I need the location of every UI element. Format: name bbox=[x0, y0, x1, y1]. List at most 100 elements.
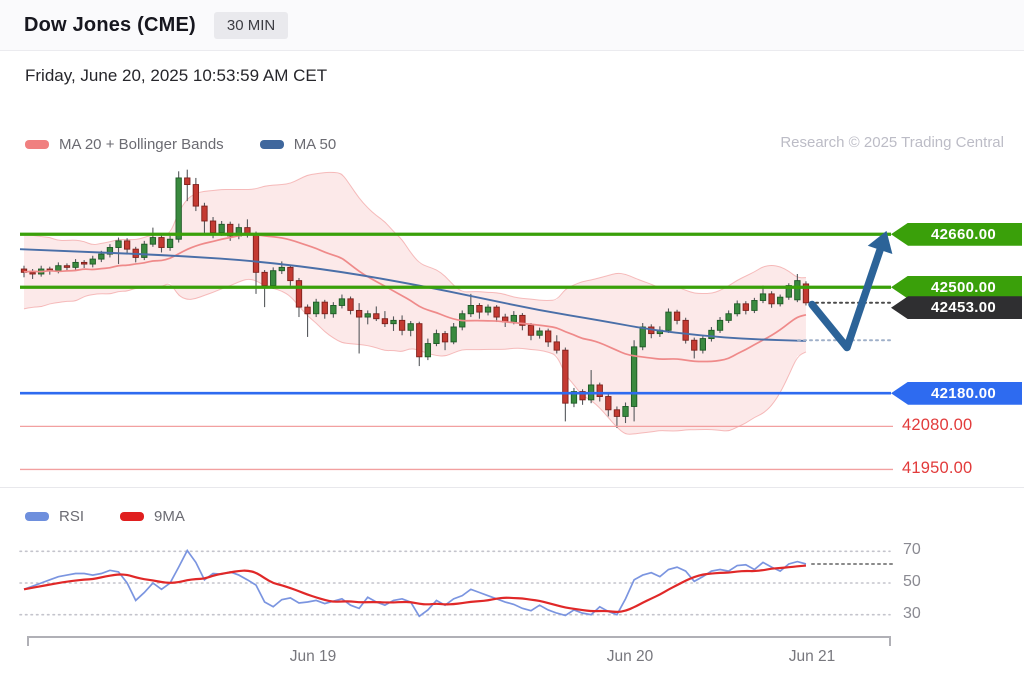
app-header: Dow Jones (CME) 30 MIN bbox=[0, 0, 1024, 51]
candle-up bbox=[734, 303, 741, 315]
research-credit: Research © 2025 Trading Central bbox=[780, 134, 1004, 151]
candle-down bbox=[381, 318, 389, 325]
price-badge-42453.00: 42453.00 bbox=[891, 296, 1022, 320]
candle-down bbox=[527, 324, 535, 336]
candle-up bbox=[570, 391, 578, 404]
candle-down bbox=[742, 303, 749, 311]
main-chart-legend: MA 20 + Bollinger Bands MA 50 bbox=[25, 136, 336, 153]
candle-up bbox=[115, 240, 122, 248]
ma50-line bbox=[19, 248, 807, 342]
rsi-line bbox=[23, 548, 807, 618]
candle-down bbox=[227, 223, 234, 237]
candle-up bbox=[364, 313, 371, 318]
ma50-label: MA 50 bbox=[293, 136, 337, 153]
candle-up bbox=[622, 406, 629, 417]
candle-up bbox=[630, 346, 638, 407]
candle-up bbox=[725, 313, 732, 321]
candle-down bbox=[158, 237, 165, 248]
candle-up bbox=[106, 247, 114, 255]
ma20-bollinger-label: MA 20 + Bollinger Bands bbox=[59, 136, 224, 153]
candle-up bbox=[450, 326, 457, 343]
candle-down bbox=[579, 391, 586, 401]
candle-up bbox=[424, 343, 432, 358]
arrow-head bbox=[867, 230, 893, 255]
rsi-panel bbox=[19, 548, 894, 618]
candle-up bbox=[510, 314, 517, 323]
panel-divider bbox=[0, 487, 1024, 488]
candle-up bbox=[98, 253, 105, 260]
candle-up bbox=[759, 293, 767, 301]
candle-down bbox=[321, 301, 328, 315]
candle-up bbox=[338, 298, 346, 306]
candle-down bbox=[20, 268, 28, 273]
rsi-legend: RSI 9MA bbox=[25, 508, 185, 525]
price-badge-42660.00: 42660.00 bbox=[891, 222, 1022, 246]
timeframe-badge[interactable]: 30 MIN bbox=[213, 11, 289, 39]
candle-up bbox=[390, 319, 397, 325]
x-axis bbox=[27, 636, 891, 646]
candle-up bbox=[467, 305, 474, 315]
candle-up bbox=[313, 301, 320, 315]
candle-up bbox=[536, 330, 543, 336]
rsi-swatch bbox=[25, 512, 49, 521]
candle-down bbox=[347, 298, 354, 311]
candle-up bbox=[433, 333, 440, 344]
candle-up bbox=[639, 326, 646, 348]
candle-up bbox=[751, 300, 758, 311]
candle-down bbox=[613, 409, 621, 417]
candle-down bbox=[201, 205, 208, 222]
candle-down bbox=[63, 265, 71, 268]
candle-down bbox=[596, 384, 603, 397]
candle-up bbox=[55, 265, 62, 272]
candle-down bbox=[562, 349, 569, 404]
candle-up bbox=[149, 237, 157, 245]
candle-down bbox=[476, 305, 483, 313]
candle-down bbox=[123, 240, 131, 250]
candle-down bbox=[355, 309, 363, 318]
candle-up bbox=[89, 258, 96, 265]
candle-down bbox=[682, 319, 689, 341]
candle-down bbox=[545, 330, 552, 343]
candle-down bbox=[398, 319, 406, 331]
rsi-tick-50: 50 bbox=[903, 573, 921, 590]
candle-down bbox=[768, 293, 775, 305]
candle-down bbox=[184, 177, 191, 186]
x-axis-label-jun-19: Jun 19 bbox=[289, 648, 337, 665]
candle-down bbox=[691, 339, 698, 351]
candle-down bbox=[519, 314, 526, 326]
rsi-ma9-line bbox=[23, 564, 807, 613]
candle-up bbox=[484, 306, 492, 313]
candle-up bbox=[218, 223, 225, 234]
ma20-line bbox=[23, 233, 807, 363]
rsi-ma9-swatch bbox=[120, 512, 145, 521]
price-levels bbox=[20, 232, 893, 471]
candle-up bbox=[785, 285, 792, 298]
candle-up bbox=[407, 323, 414, 331]
candle-down bbox=[553, 341, 560, 351]
rsi-tick-30: 30 bbox=[903, 604, 921, 622]
candle-down bbox=[802, 283, 810, 304]
ma50-swatch bbox=[259, 140, 284, 149]
candle-up bbox=[708, 329, 715, 340]
candle-down bbox=[252, 233, 260, 273]
x-axis-label-jun-21: Jun 21 bbox=[788, 648, 836, 665]
candle-down bbox=[605, 396, 612, 411]
candle-up bbox=[777, 296, 784, 305]
candle-down bbox=[673, 311, 681, 321]
candle-down bbox=[81, 261, 88, 265]
candle-up bbox=[141, 243, 148, 258]
ma20-bollinger-swatch bbox=[25, 140, 49, 149]
candle-down bbox=[441, 333, 449, 343]
datetime-line: Friday, June 20, 2025 10:53:59 AM CET bbox=[25, 66, 328, 85]
candle-down bbox=[416, 323, 423, 358]
rsi-ma9-label: 9MA bbox=[154, 508, 185, 525]
rsi-tick-70: 70 bbox=[903, 541, 921, 559]
price-label-42080.00: 42080.00 bbox=[902, 416, 973, 435]
candle-down bbox=[493, 306, 500, 318]
candle-up bbox=[330, 305, 337, 315]
candle-up bbox=[699, 338, 706, 351]
price-badge-42500.00: 42500.00 bbox=[891, 275, 1022, 299]
candle-down bbox=[295, 280, 303, 308]
